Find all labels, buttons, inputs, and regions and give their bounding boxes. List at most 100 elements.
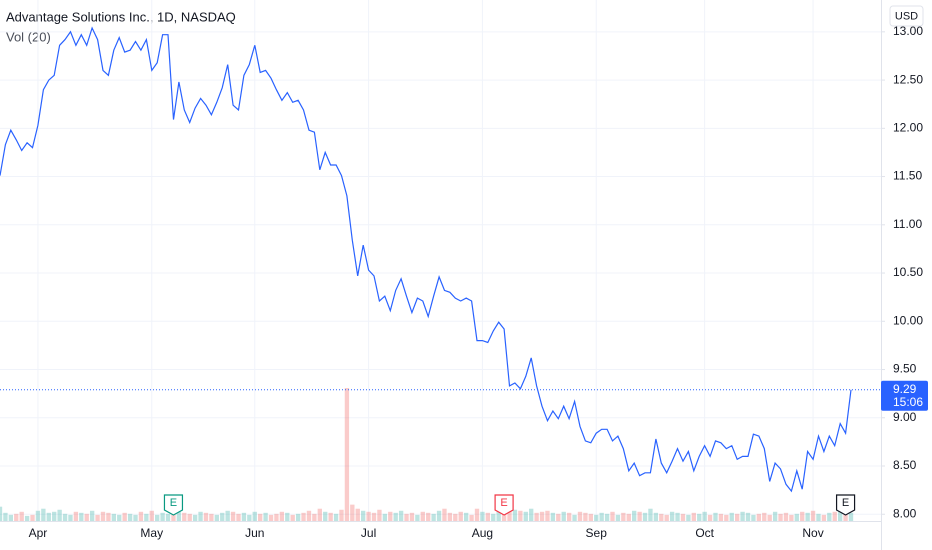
volume-bar (843, 513, 848, 521)
volume-bar (355, 508, 360, 521)
y-tick-label: 8.50 (893, 458, 917, 472)
volume-bar (583, 512, 588, 521)
volume-bar (724, 514, 729, 521)
y-tick-label: 11.50 (893, 169, 922, 183)
volume-bar (447, 512, 453, 521)
earnings-marker: E (163, 494, 184, 516)
volume-bar (285, 512, 290, 521)
volume-bar (360, 510, 366, 521)
volume-bar (339, 509, 344, 521)
volume-bar (214, 514, 219, 521)
volume-bar (225, 510, 230, 521)
volume-bar (621, 512, 626, 521)
volume-bar (691, 512, 696, 521)
volume-bar (220, 512, 225, 521)
volume-bar (453, 513, 458, 521)
volume-label: Vol (20) (6, 29, 51, 44)
volume-bar (816, 513, 821, 521)
y-tick-label: 9.50 (893, 362, 917, 376)
volume-bar (89, 510, 95, 521)
volume-bar (648, 508, 653, 521)
price-line (0, 26, 852, 493)
x-tick-label: Aug (472, 526, 493, 540)
volume-bar (642, 512, 648, 521)
currency-box (889, 5, 924, 27)
volume-bar (0, 506, 3, 521)
volume-bar (778, 513, 783, 521)
volume-bar (501, 511, 507, 521)
volume-bar (274, 513, 279, 521)
volume-bar (3, 512, 8, 521)
grid (0, 0, 881, 521)
volume-bar (837, 510, 843, 521)
volume-bar (182, 512, 187, 521)
volume-bar (258, 513, 263, 521)
volume-bar (192, 514, 198, 521)
volume-bar (323, 511, 328, 521)
volume-bar (572, 514, 577, 521)
volume-bar (632, 510, 637, 521)
volume-bar (480, 511, 485, 521)
volume-bar (539, 511, 545, 521)
volume-bar (523, 511, 528, 521)
volume-bar (697, 513, 702, 521)
volume-bar (610, 511, 615, 521)
volume-bar (512, 509, 518, 521)
volume-bar (783, 512, 789, 521)
volume-bar (599, 512, 604, 521)
volume-bar (160, 512, 165, 521)
volume-bar (566, 512, 572, 521)
volume-bar (404, 513, 409, 521)
volume-bar (149, 510, 154, 521)
volume-bar (398, 510, 404, 521)
y-tick-label: 12.50 (893, 72, 923, 86)
volume-bar (772, 511, 778, 521)
volume-bar (767, 514, 772, 521)
earnings-label: E (170, 497, 177, 509)
volume-bar (561, 511, 566, 521)
currency: USD (895, 10, 918, 22)
volume-bar (377, 509, 382, 521)
volume-bar (469, 514, 474, 521)
volume-bar (279, 511, 285, 521)
volume-bar (409, 512, 415, 521)
volume-bar (713, 512, 718, 521)
volume-bar (295, 513, 301, 521)
volume-bar (686, 514, 691, 521)
earnings-badge (835, 494, 856, 516)
x-tick-label: Apr (29, 526, 48, 540)
volume-bar (594, 514, 599, 521)
volume-bar (794, 513, 799, 521)
volume-bar (789, 514, 794, 521)
volume-bar (415, 514, 420, 521)
volume-bar (680, 513, 686, 521)
volume-bar (669, 511, 675, 521)
volume-bar (62, 513, 68, 521)
volume-bar (707, 514, 713, 521)
volume-bar (491, 513, 496, 521)
volume-bar (252, 511, 257, 521)
volume-bar (111, 513, 116, 521)
y-tick-label: 11.00 (893, 217, 922, 231)
volume-bar (800, 511, 805, 521)
volume-bar (95, 514, 100, 521)
volume-bar (106, 512, 111, 521)
volume-bar (203, 512, 209, 521)
volume-bar (588, 513, 593, 521)
volume-bar (729, 512, 734, 521)
earnings-label: E (500, 497, 507, 509)
volume-bar (718, 513, 724, 521)
volume-bar (19, 511, 24, 521)
y-tick-label: 10.50 (893, 265, 923, 279)
volume-bar (659, 513, 664, 521)
volume-bar (821, 514, 827, 521)
volume-bar (14, 513, 19, 521)
volume-bar (24, 515, 30, 521)
volume-bar (496, 510, 501, 521)
volume-bar (458, 511, 463, 521)
volume-bar (735, 513, 740, 521)
volume-bar (637, 511, 642, 521)
volume-bar (165, 513, 171, 521)
volume-bar (301, 512, 306, 521)
